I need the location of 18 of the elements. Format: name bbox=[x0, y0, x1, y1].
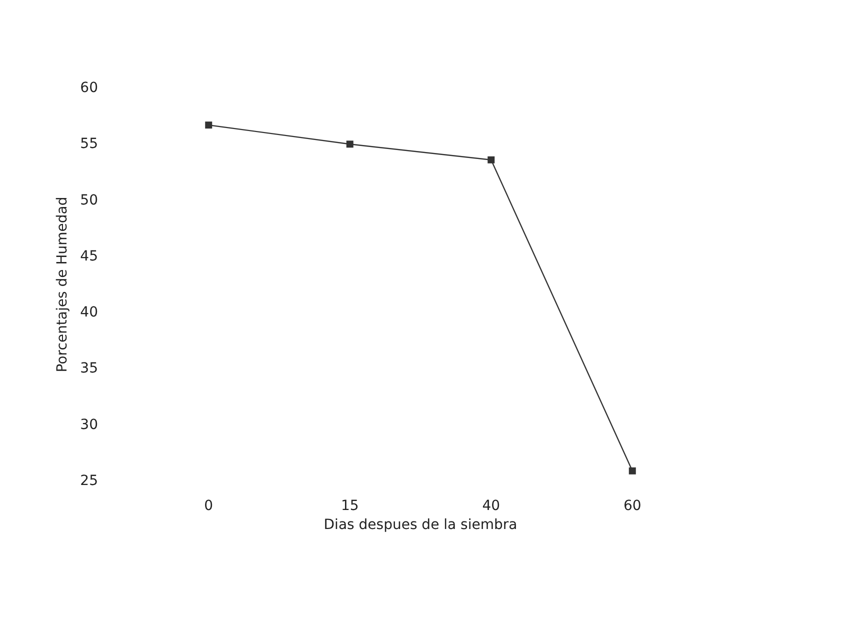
point bbox=[346, 140, 354, 148]
y-tick-label: 35 bbox=[80, 360, 98, 377]
point bbox=[205, 122, 212, 129]
y-tick-label: 45 bbox=[80, 248, 98, 264]
y-axis-title: Porcentajes de Humedad bbox=[54, 196, 70, 372]
x-tick-label: 40 bbox=[482, 498, 500, 514]
x-tick-label: 0 bbox=[204, 498, 214, 514]
y-tick-label: 50 bbox=[80, 192, 98, 208]
y-tick-label: 25 bbox=[80, 473, 98, 489]
y-tick-label: 55 bbox=[80, 136, 98, 152]
point bbox=[628, 467, 636, 474]
y-tick-label: 40 bbox=[80, 304, 98, 321]
point bbox=[488, 156, 495, 164]
y-tick-label: 30 bbox=[80, 416, 98, 433]
x-tick-label: 60 bbox=[623, 498, 642, 514]
x-tick-label: 15 bbox=[340, 498, 359, 514]
y-tick-label: 60 bbox=[80, 80, 98, 96]
x-axis-title: Dias despues de la siembra bbox=[324, 516, 518, 533]
